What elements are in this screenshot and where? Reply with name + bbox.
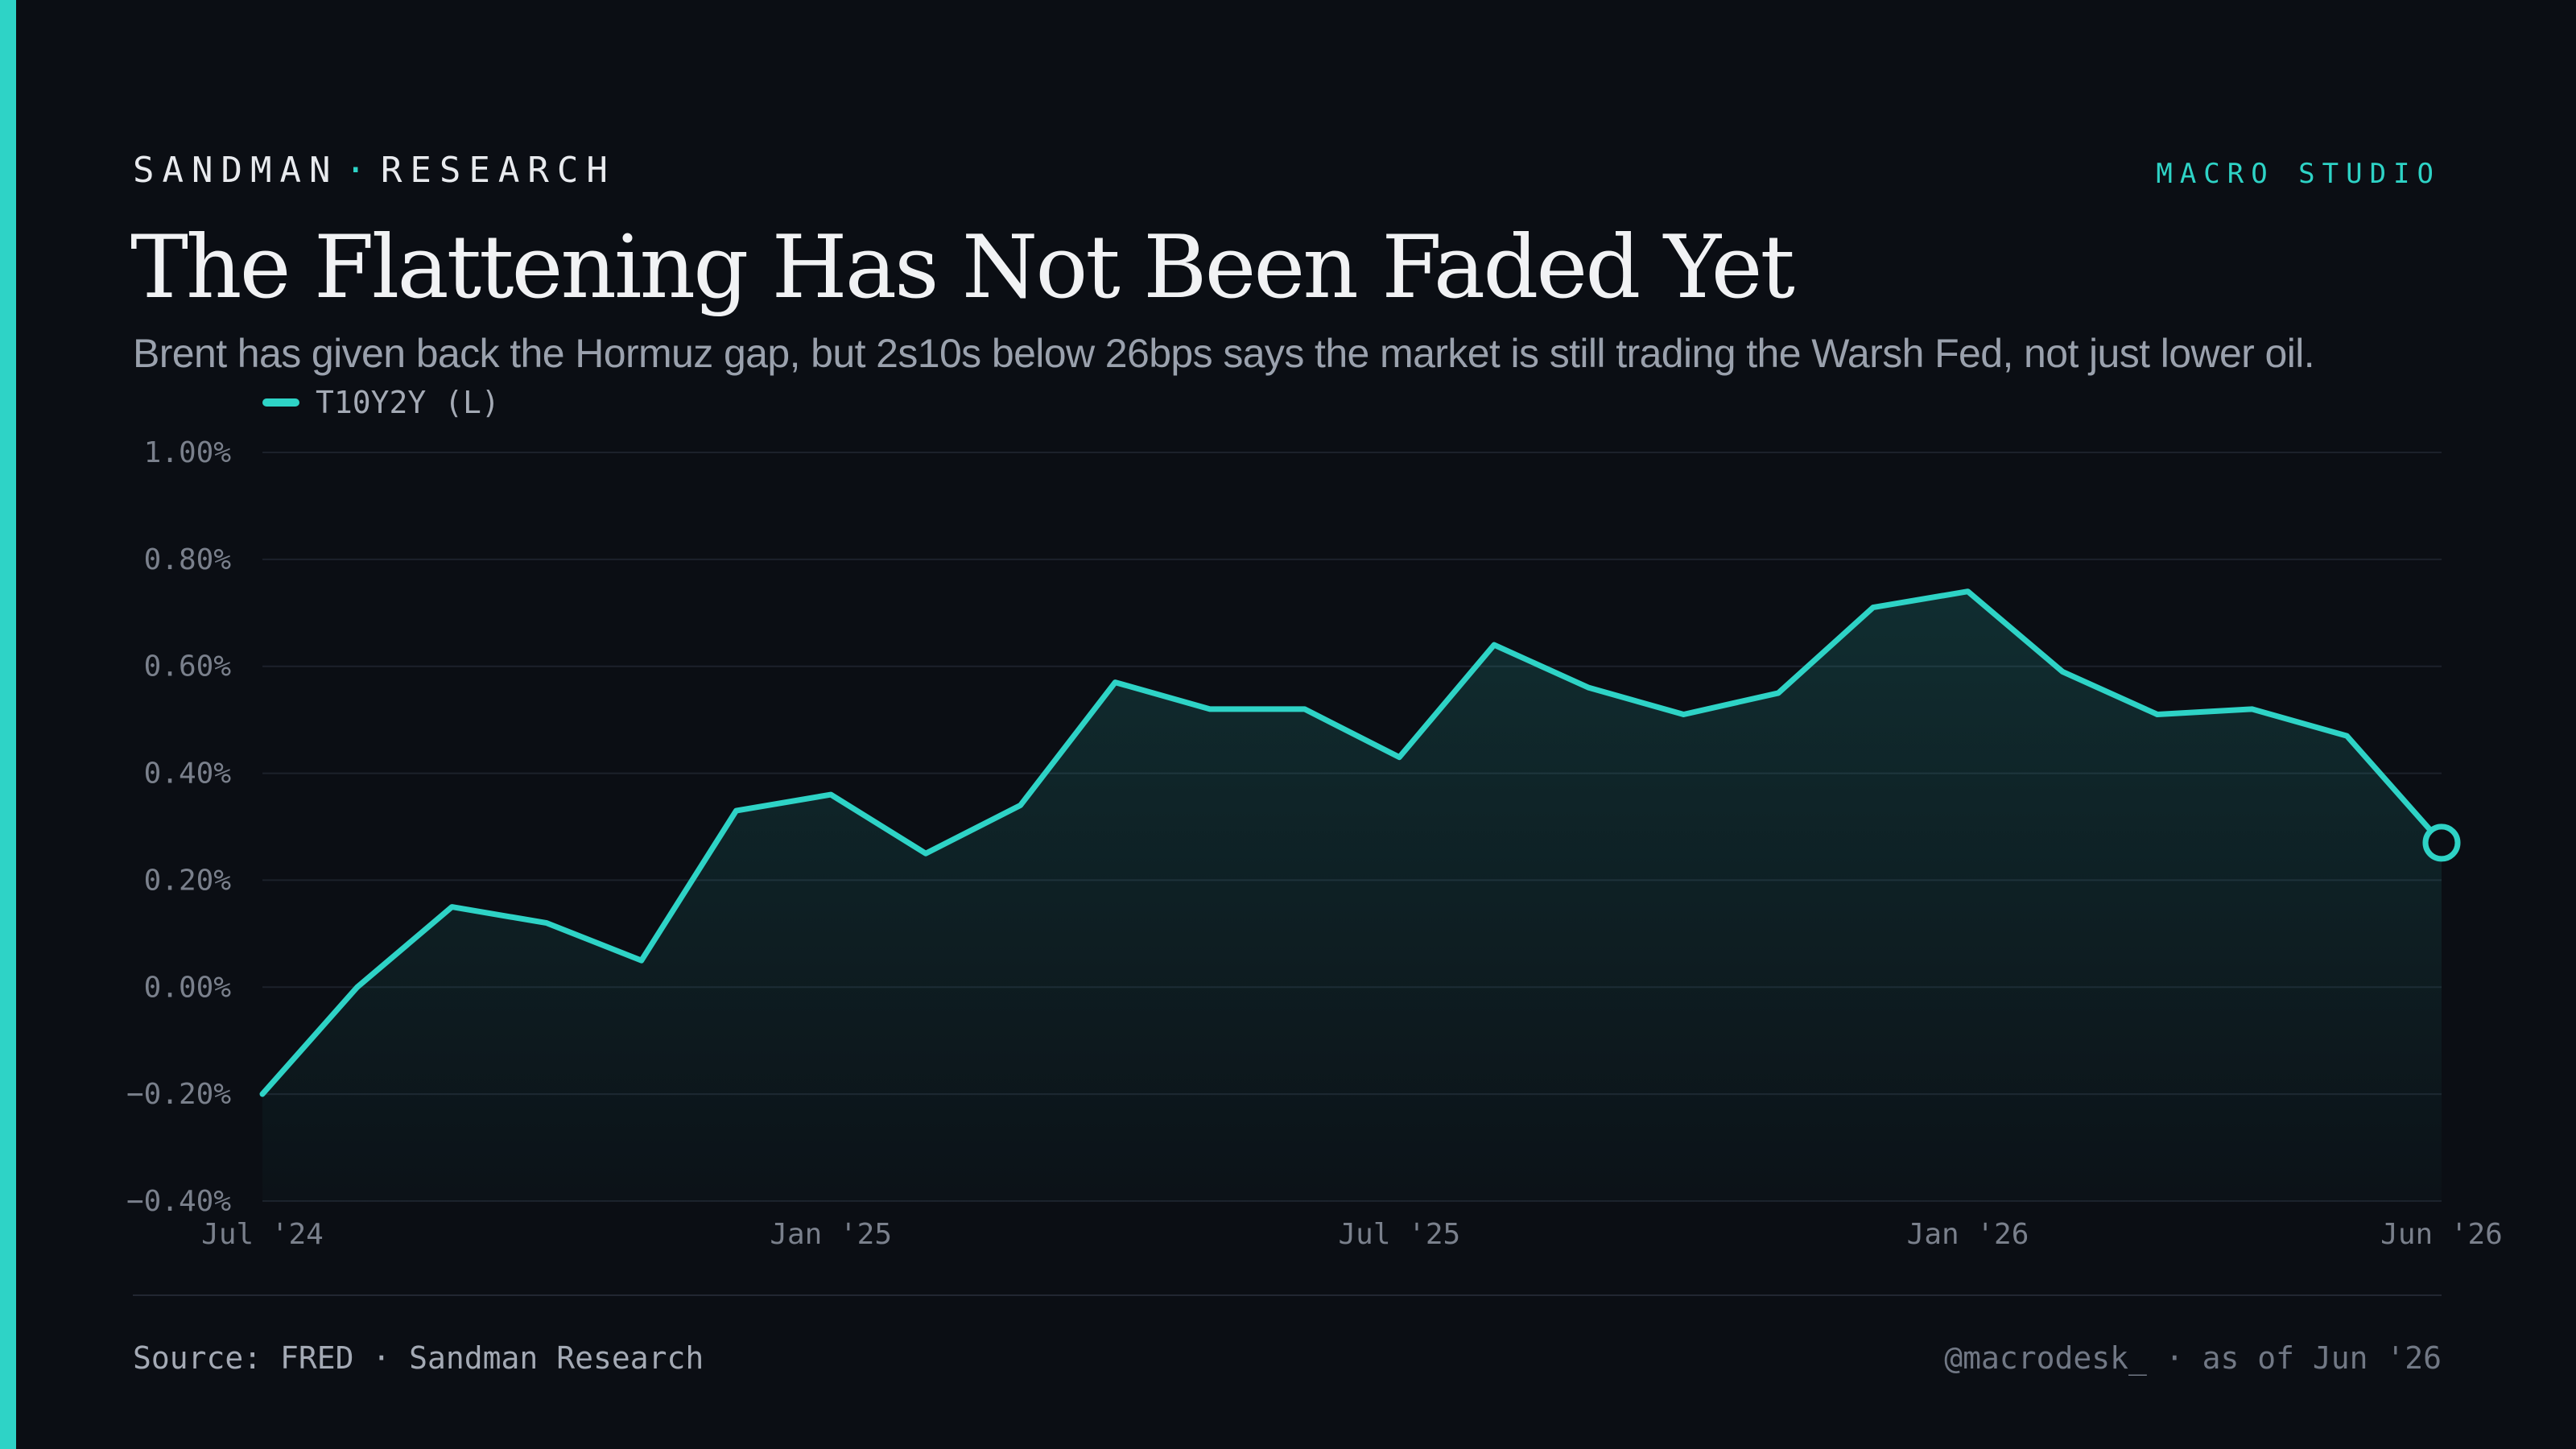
series-area [262,591,2442,1201]
data-point [1304,708,1306,710]
source-note: Source: FRED · Sandman Research [133,1340,704,1376]
data-point [641,960,642,961]
data-point [1967,591,1969,592]
x-tick-label: Jan '26 [1907,1218,2029,1251]
page-title: The Flattening Has Not Been Faded Yet [130,217,1795,318]
brand-name: SANDMAN [133,150,339,191]
data-point [1588,687,1590,688]
data-point [1493,644,1495,646]
data-point [1777,692,1779,694]
data-point [1209,708,1211,710]
x-tick-label: Jul '25 [1338,1218,1460,1251]
y-tick-label: 1.00% [144,436,232,469]
data-point [1020,804,1022,806]
credit-note: @macrodesk_ · as of Jun '26 [1944,1340,2442,1376]
data-point [2252,708,2253,710]
data-points [262,591,2461,1095]
data-point [262,1093,263,1095]
data-point [2062,671,2063,672]
data-point [2346,735,2347,737]
data-point [1114,682,1116,683]
brand-separator: · [345,150,374,191]
y-tick-label: 0.60% [144,650,232,683]
legend-swatch [262,398,299,407]
y-tick-label: 0.00% [144,971,232,1004]
chart-legend: T10Y2Y (L) [262,385,500,420]
data-point [451,906,452,908]
data-point [546,923,547,924]
x-tick-label: Jul '24 [201,1218,324,1251]
data-point [357,986,358,988]
latest-value-marker [2422,824,2461,862]
footer-divider [133,1294,2442,1296]
data-point [830,794,832,795]
data-point [2157,714,2158,716]
page-subtitle: Brent has given back the Hormuz gap, but… [133,331,2315,376]
series-line [259,588,2445,1097]
x-tick-label: Jun '26 [2380,1218,2503,1251]
data-point [925,852,927,854]
y-tick-label: −0.20% [126,1078,231,1111]
data-point [1682,714,1684,716]
brand-division: RESEARCH [380,150,616,191]
legend-label: T10Y2Y (L) [316,385,500,420]
data-point [1398,757,1400,758]
data-point [735,810,737,811]
x-axis: Jul '24 Jan '25 Jul '25 Jan '26 Jun '26 [201,1218,2503,1251]
studio-label: MACRO STUDIO [2156,158,2441,190]
data-point [1872,607,1874,609]
brand-wordmark: SANDMAN · RESEARCH [133,150,616,191]
y-tick-label: 0.40% [144,758,232,791]
accent-bar [0,0,16,1449]
y-tick-label: 0.80% [144,543,232,576]
y-tick-label: −0.40% [126,1185,231,1218]
x-tick-label: Jan '25 [770,1218,892,1251]
y-axis: 1.00% 0.80% 0.60% 0.40% 0.20% 0.00% −0.20% −0.4… [126,436,231,1218]
y-tick-label: 0.20% [144,864,232,897]
